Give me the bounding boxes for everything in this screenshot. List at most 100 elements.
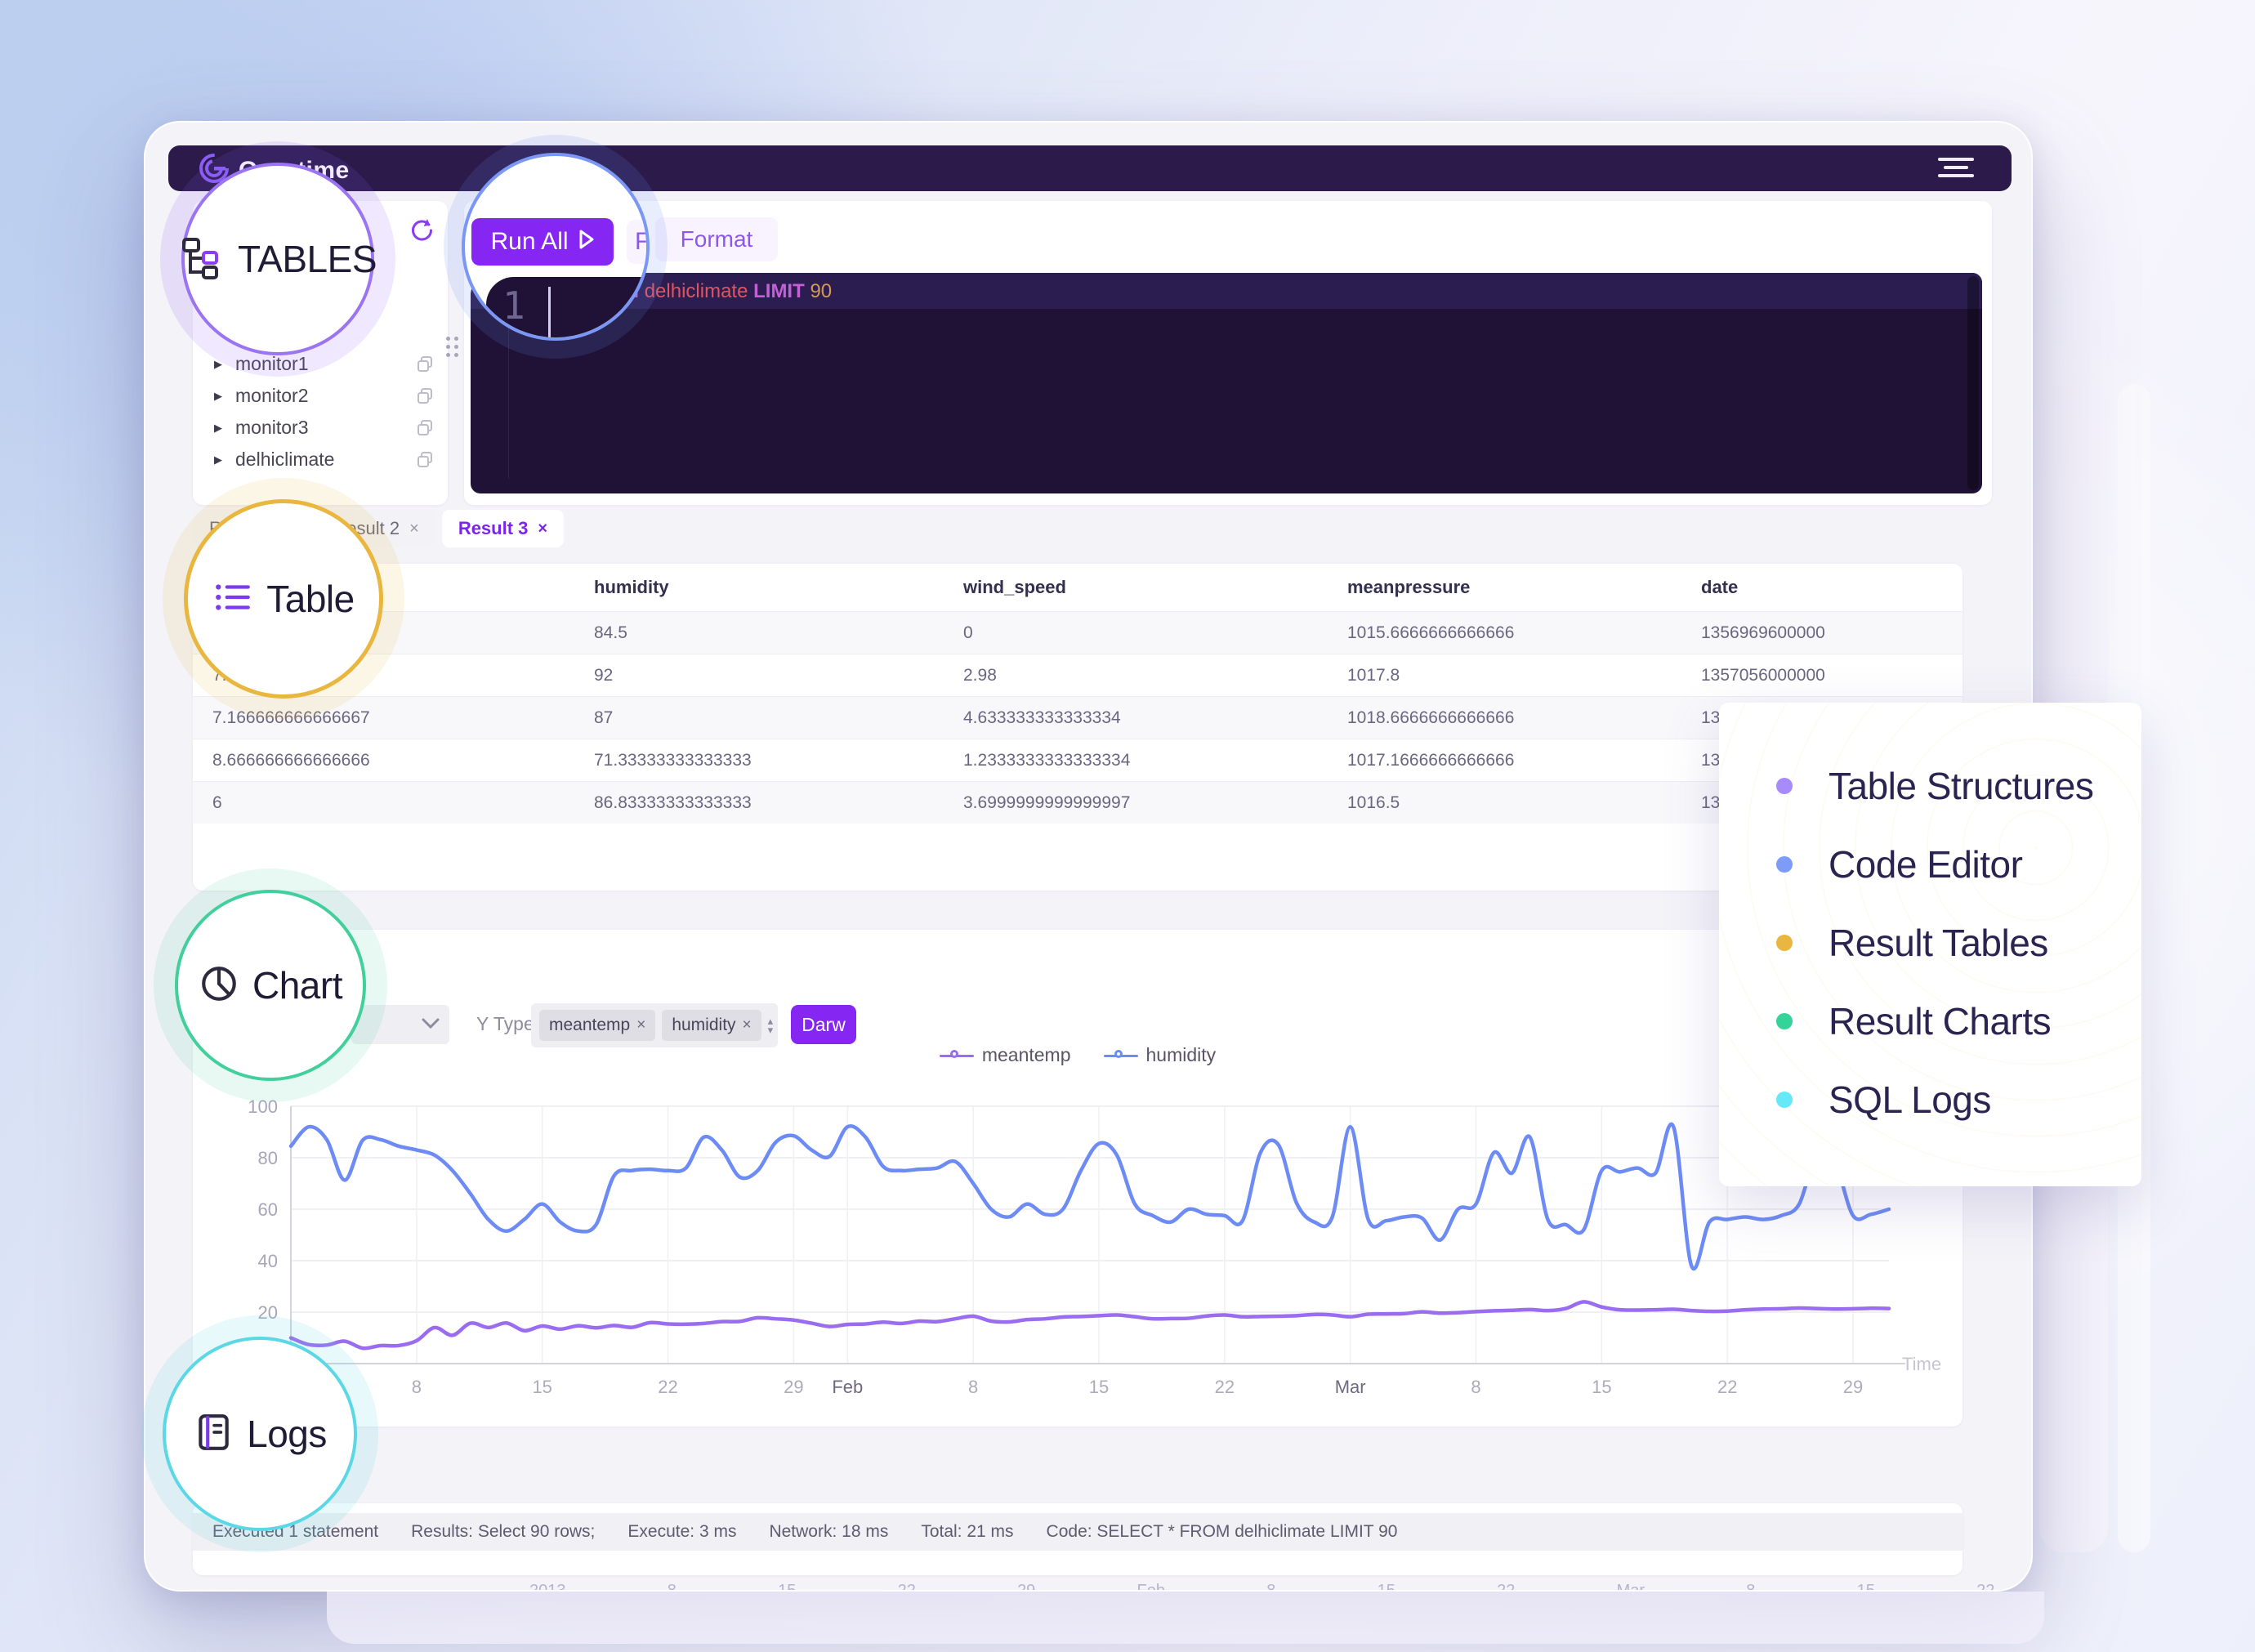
close-icon[interactable]: × [409, 519, 419, 538]
bullet-icon [1776, 856, 1793, 873]
svg-text:Feb: Feb [832, 1377, 863, 1397]
feature-item: Code Editor [1719, 825, 2141, 904]
callout-label: Logs [247, 1413, 327, 1455]
log-stat: Code: SELECT * FROM delhiclimate LIMIT 9… [1046, 1522, 1398, 1541]
svg-text:8: 8 [1471, 1377, 1480, 1397]
result-chart-card: 20 40 60 80 100 8 15 22 29 Feb 8 15 22 Mar 8 15 22 29 Time… [193, 930, 1963, 1427]
copy-icon[interactable] [415, 418, 435, 438]
close-icon[interactable]: × [538, 519, 548, 538]
column-header: date [1701, 577, 1739, 597]
ghost-axis-tick: 22 [1976, 1582, 1995, 1592]
editor-magnified: 1 [486, 277, 646, 337]
table-row: 8.666666666666666 71.33333333333333 1.2333… [193, 739, 1963, 781]
y-types-multiselect[interactable]: meantemp × humidity × ▴ ▾ [531, 1003, 778, 1047]
chip-close-icon[interactable]: × [636, 1016, 646, 1034]
result-tab-label: Result 3 [458, 518, 529, 538]
y-type-chip[interactable]: meantemp × [539, 1010, 656, 1041]
callout-result-chart: Chart [175, 890, 366, 1081]
column-header: meanpressure [1347, 577, 1471, 597]
tables-tree: ▶ monitor1 ▶ monitor2 ▶ monitor3 ▶ delhiclimate [193, 348, 448, 476]
expand-caret-icon[interactable]: ▶ [214, 389, 222, 402]
table-cell: 86.83333333333333 [594, 793, 752, 812]
draw-button[interactable]: Darw [791, 1005, 856, 1044]
table-cell: 6 [212, 793, 222, 812]
copy-icon[interactable] [415, 450, 435, 470]
format-button-magnified[interactable]: F [627, 220, 646, 264]
svg-text:20: 20 [258, 1302, 278, 1323]
sql-token: LIMIT [753, 280, 805, 302]
query-panel: Format SELECT * FROM delhiclimate LIMIT … [464, 201, 1992, 505]
result-tab[interactable]: Result 3 × [441, 510, 565, 547]
feature-label: SQL Logs [1829, 1078, 1991, 1121]
ghost-axis-tick: 15 [778, 1582, 797, 1592]
run-all-button[interactable]: Run All [471, 218, 614, 266]
feature-label: Result Tables [1829, 922, 2048, 964]
table-cell: 1015.6666666666666 [1347, 623, 1515, 642]
ghost-axis-tick: 8 [1746, 1582, 1756, 1592]
log-stat: Execute: 3 ms [627, 1522, 737, 1541]
table-cell: 2.98 [963, 665, 997, 685]
table-cell: 1.2333333333333334 [963, 750, 1131, 770]
bullet-icon [1776, 778, 1793, 794]
legend-item[interactable]: meantemp [939, 1044, 1071, 1066]
selected-chips: meantemp × humidity × [539, 1010, 761, 1041]
y-type-chip[interactable]: humidity × [662, 1010, 761, 1041]
legend-label: meantemp [981, 1044, 1071, 1065]
table-cell: 1017.8 [1347, 665, 1400, 685]
editor-scrollbar[interactable] [1967, 276, 1979, 490]
callout-sql-logs: Logs [163, 1337, 357, 1531]
sql-code-editor[interactable]: SELECT * FROM delhiclimate LIMIT 90 [471, 273, 1982, 493]
chart-type-select[interactable] [351, 1005, 449, 1044]
sidebar-table-item[interactable]: ▶ monitor1 [193, 348, 448, 380]
top-navbar: Greptime [168, 145, 2012, 191]
sql-token: delhiclimate [644, 280, 748, 302]
ghost-axis-tick: 8 [667, 1582, 676, 1592]
sidebar-table-item[interactable]: ▶ delhiclimate [193, 444, 448, 476]
feature-item: SQL Logs [1719, 1060, 2141, 1139]
series-meantemp [288, 1300, 1891, 1351]
svg-text:100: 100 [248, 1096, 278, 1117]
legend-label: humidity [1145, 1044, 1217, 1065]
expand-caret-icon[interactable]: ▶ [214, 453, 222, 466]
run-all-label: Run All [490, 228, 569, 255]
select-spinner-icon[interactable]: ▴ ▾ [767, 1015, 774, 1036]
table-cell: 3.6999999999999997 [963, 793, 1131, 812]
svg-text:Mar: Mar [1335, 1377, 1366, 1397]
legend-marker-icon [1103, 1049, 1138, 1062]
sidebar-table-item[interactable]: ▶ monitor3 [193, 412, 448, 444]
bullet-icon [1776, 1092, 1793, 1108]
menu-hamburger-icon[interactable] [1938, 158, 1974, 179]
bullet-icon [1776, 935, 1793, 951]
legend-item[interactable]: humidity [1103, 1044, 1217, 1066]
svg-text:15: 15 [1592, 1377, 1611, 1397]
copy-icon[interactable] [415, 386, 435, 406]
chip-label: humidity [672, 1016, 736, 1034]
panel-drag-handle[interactable] [446, 337, 459, 357]
feature-item: Result Charts [1719, 982, 2141, 1060]
line-chart[interactable]: 20 40 60 80 100 8 15 22 29 Feb 8 15 22 Mar 8 15 22 29 Time [193, 930, 1963, 1427]
expand-caret-icon[interactable]: ▶ [214, 357, 222, 370]
app-window: Greptime system ▶monitor1▶monitor2▶monit… [144, 121, 2033, 1592]
table-cell: 87 [594, 708, 614, 727]
table-cell: 1017.1666666666666 [1347, 750, 1515, 770]
play-icon [578, 228, 595, 256]
callout-code-editor-lens: Run All F 1 [462, 153, 650, 341]
ghost-axis-tick: 8 [1266, 1582, 1276, 1592]
format-button[interactable]: Format [655, 217, 778, 261]
log-stat: Results: Select 90 rows; [411, 1522, 596, 1541]
chip-close-icon[interactable]: × [742, 1016, 752, 1034]
log-stat: Network: 18 ms [769, 1522, 889, 1541]
sidebar-table-item[interactable]: ▶ monitor2 [193, 380, 448, 412]
table-row: 6 86.83333333333333 3.6999999999999997 1016… [193, 781, 1963, 824]
table-cell: 7.166666666666667 [212, 708, 370, 727]
sql-token: 90 [810, 280, 833, 302]
ghost-axis-tick: 29 [1017, 1582, 1036, 1592]
refresh-icon[interactable] [409, 217, 435, 243]
copy-icon[interactable] [415, 355, 435, 374]
table-row: 7.166666666666667 87 4.633333333333334 1018… [193, 696, 1963, 739]
svg-text:22: 22 [658, 1377, 677, 1397]
sql-query-line[interactable]: SELECT * FROM delhiclimate LIMIT 90 [471, 273, 1982, 309]
expand-caret-icon[interactable]: ▶ [214, 421, 222, 434]
